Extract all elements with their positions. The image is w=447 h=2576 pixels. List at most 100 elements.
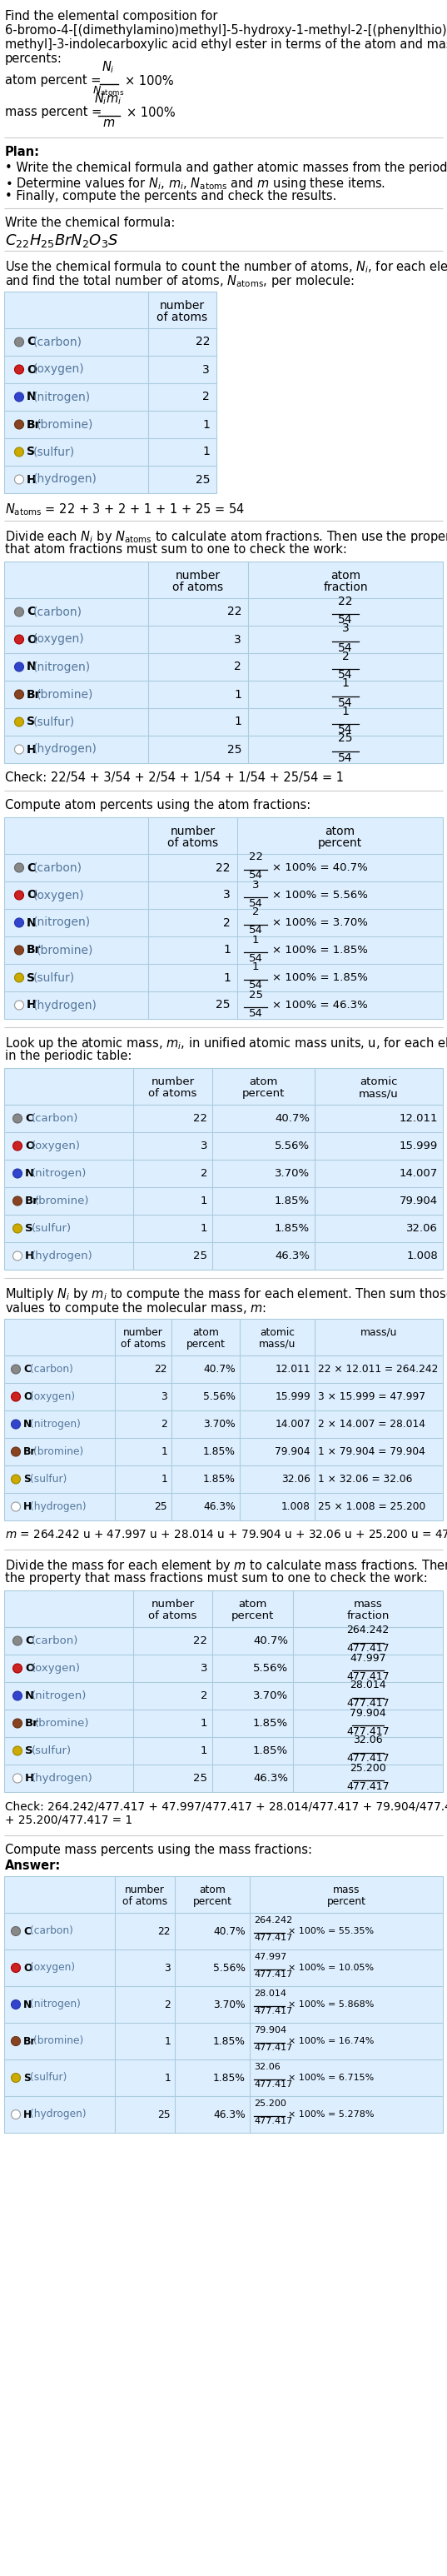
Text: 3.70%: 3.70%	[274, 1167, 310, 1180]
Text: 3.70%: 3.70%	[253, 1690, 288, 1700]
Text: (oxygen): (oxygen)	[32, 1664, 81, 1674]
Text: H: H	[27, 474, 36, 484]
Circle shape	[15, 448, 24, 456]
Text: 40.7%: 40.7%	[203, 1363, 236, 1376]
Text: C: C	[23, 1363, 31, 1376]
Text: 28.014: 28.014	[254, 1989, 287, 1999]
Text: Check: 264.242/477.417 + 47.997/477.417 + 28.014/477.417 + 79.904/477.417 + 32.0: Check: 264.242/477.417 + 47.997/477.417 …	[5, 1801, 447, 1811]
Text: of atoms: of atoms	[122, 1896, 167, 1906]
Text: 12.011: 12.011	[399, 1113, 438, 1123]
Text: 40.7%: 40.7%	[213, 1927, 245, 1937]
Text: 477.417: 477.417	[254, 2043, 292, 2053]
Text: Answer:: Answer:	[5, 1860, 61, 1873]
Text: S: S	[27, 716, 35, 729]
Text: (sulfur): (sulfur)	[33, 716, 75, 729]
Text: S: S	[25, 1224, 33, 1234]
Text: 22: 22	[249, 853, 263, 863]
Text: 54: 54	[249, 871, 262, 881]
Text: 79.904: 79.904	[275, 1445, 311, 1458]
Text: of atoms: of atoms	[173, 582, 224, 592]
Text: 32.06: 32.06	[406, 1224, 438, 1234]
Text: × 100% = 40.7%: × 100% = 40.7%	[272, 863, 368, 873]
Text: 46.3%: 46.3%	[275, 1249, 310, 1262]
Text: 3.70%: 3.70%	[213, 1999, 245, 2009]
Circle shape	[15, 337, 24, 348]
Text: 1: 1	[223, 971, 231, 984]
Text: 1.85%: 1.85%	[203, 1445, 236, 1458]
Text: 1: 1	[342, 706, 349, 716]
Text: percent: percent	[242, 1087, 285, 1100]
Text: Divide the mass for each element by $m$ to calculate mass fractions. Then use: Divide the mass for each element by $m$ …	[5, 1558, 447, 1574]
Text: 2: 2	[234, 662, 241, 672]
Text: 1: 1	[234, 688, 241, 701]
Text: C: C	[25, 1636, 33, 1646]
Circle shape	[15, 474, 24, 484]
Text: O: O	[25, 1141, 34, 1151]
Text: × 100% = 55.35%: × 100% = 55.35%	[288, 1927, 374, 1935]
Text: 1: 1	[342, 677, 349, 690]
Text: (oxygen): (oxygen)	[33, 634, 84, 644]
Text: 1: 1	[200, 1224, 207, 1234]
Text: $N_{\mathrm{atoms}}$ = 22 + 3 + 2 + 1 + 1 + 25 = 54: $N_{\mathrm{atoms}}$ = 22 + 3 + 2 + 1 + …	[5, 502, 245, 518]
Text: number: number	[151, 1077, 194, 1087]
Text: 1.008: 1.008	[406, 1249, 438, 1262]
Bar	[4, 817, 443, 1020]
Bar	[4, 562, 443, 762]
Text: Use the chemical formula to count the number of atoms, $N_i$, for each element: Use the chemical formula to count the nu…	[5, 260, 447, 276]
Text: Br: Br	[27, 688, 41, 701]
Text: (hydrogen): (hydrogen)	[32, 1249, 93, 1262]
Text: 79.904: 79.904	[400, 1195, 438, 1206]
Text: 1: 1	[252, 935, 259, 945]
Text: 3.70%: 3.70%	[203, 1419, 236, 1430]
Text: 1 × 79.904 = 79.904: 1 × 79.904 = 79.904	[318, 1445, 425, 1458]
Text: 1: 1	[200, 1747, 207, 1757]
Text: fraction: fraction	[323, 582, 368, 592]
Text: O: O	[27, 889, 37, 902]
Text: atom: atom	[249, 1077, 278, 1087]
Text: × 100%: × 100%	[127, 106, 175, 118]
Text: 54: 54	[338, 641, 353, 654]
Text: S: S	[23, 1473, 30, 1484]
Text: 1: 1	[161, 1445, 167, 1458]
Text: percent: percent	[231, 1610, 274, 1620]
Text: × 100% = 10.05%: × 100% = 10.05%	[288, 1963, 374, 1973]
Text: percent: percent	[193, 1896, 232, 1906]
Text: 1.85%: 1.85%	[274, 1224, 310, 1234]
Text: 79.904: 79.904	[254, 2027, 287, 2035]
Circle shape	[11, 1391, 21, 1401]
Text: Find the elemental composition for: Find the elemental composition for	[5, 10, 218, 23]
Text: (hydrogen): (hydrogen)	[33, 474, 97, 484]
Circle shape	[13, 1170, 22, 1177]
Text: 22: 22	[193, 1113, 207, 1123]
Text: 54: 54	[249, 1007, 262, 1018]
Text: (bromine): (bromine)	[37, 945, 93, 956]
Text: × 100% = 1.85%: × 100% = 1.85%	[272, 945, 368, 956]
Text: $N_i$: $N_i$	[101, 59, 115, 75]
Text: fraction: fraction	[346, 1610, 389, 1620]
Circle shape	[15, 863, 24, 873]
Text: H: H	[27, 744, 36, 755]
Text: × 100% = 6.715%: × 100% = 6.715%	[288, 2074, 374, 2081]
Text: Divide each $N_i$ by $N_{\mathrm{atoms}}$ to calculate atom fractions. Then use : Divide each $N_i$ by $N_{\mathrm{atoms}}…	[5, 528, 447, 546]
Circle shape	[13, 1252, 22, 1260]
Text: H: H	[23, 2110, 32, 2120]
Text: 1: 1	[252, 961, 259, 974]
Text: 25: 25	[154, 1502, 167, 1512]
Circle shape	[11, 1927, 21, 1935]
Text: N: N	[23, 1999, 32, 2009]
Text: C: C	[23, 1927, 31, 1937]
Text: mass/u: mass/u	[359, 1087, 399, 1100]
Text: percent: percent	[318, 837, 362, 850]
Text: (carbon): (carbon)	[33, 335, 82, 348]
Text: 14.007: 14.007	[399, 1167, 438, 1180]
Text: 1.85%: 1.85%	[253, 1747, 288, 1757]
Text: Compute mass percents using the mass fractions:: Compute mass percents using the mass fra…	[5, 1844, 312, 1857]
Text: (sulfur): (sulfur)	[33, 971, 75, 984]
Text: 25 × 1.008 = 25.200: 25 × 1.008 = 25.200	[318, 1502, 426, 1512]
Bar	[4, 291, 216, 492]
Circle shape	[11, 1448, 21, 1455]
Circle shape	[15, 662, 24, 672]
Text: 46.3%: 46.3%	[213, 2110, 245, 2120]
Text: O: O	[23, 1391, 32, 1401]
Text: 477.417: 477.417	[254, 1935, 292, 1942]
